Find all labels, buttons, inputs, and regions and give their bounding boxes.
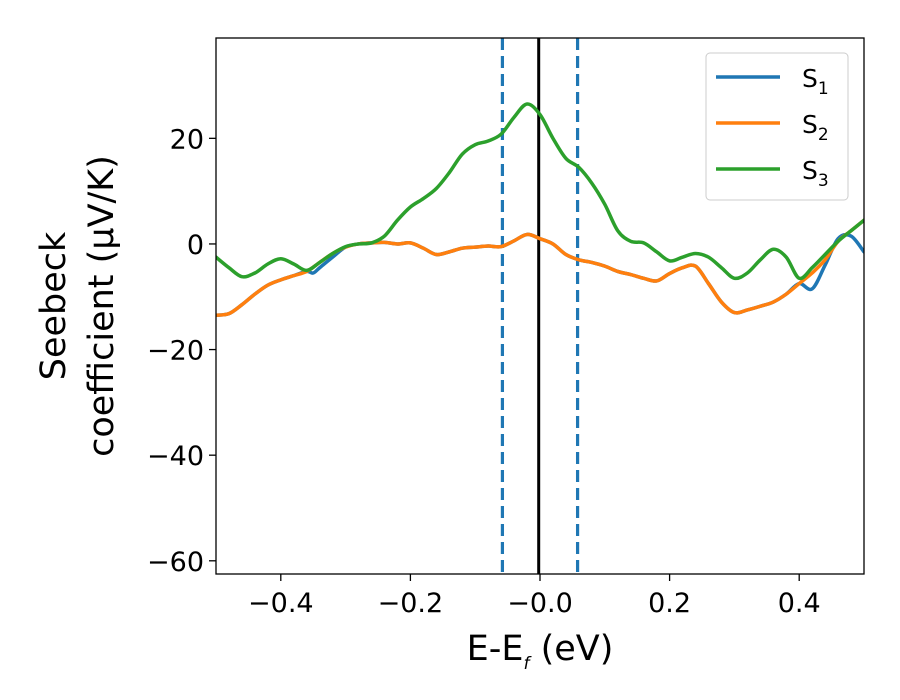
x-axis-title-main: E-E — [467, 629, 524, 669]
x-axis-title-unit: (eV) — [529, 629, 613, 669]
legend-label-main: S — [802, 64, 818, 93]
y-tick-label: 0 — [187, 230, 204, 261]
y-axis-title-line2: coefficient (μV/K) — [82, 155, 122, 457]
legend-label-sub: 3 — [818, 171, 829, 191]
x-axis: −0.4 −0.2 −0.0 0.2 0.4 — [248, 574, 821, 619]
reference-lines — [500, 38, 580, 574]
x-axis-title: E-Ef (eV) — [467, 629, 614, 674]
x-tick-label: −0.4 — [248, 588, 314, 619]
y-axis: −60 −40 −20 0 20 — [147, 124, 216, 578]
x-tick-label: 0.2 — [648, 588, 691, 619]
legend-label-sub: 1 — [818, 79, 829, 99]
x-tick-label: 0.4 — [778, 588, 821, 619]
x-tick-label: −0.0 — [507, 588, 573, 619]
series-line-s3 — [216, 102, 864, 281]
series-lines — [216, 102, 864, 317]
x-axis-title-sub: f — [523, 654, 532, 674]
legend-label-s1: S1 — [802, 64, 829, 99]
y-tick-label: −60 — [147, 547, 204, 578]
y-axis-title-line1: Seebeck — [34, 231, 74, 380]
legend-label-s2: S2 — [802, 110, 829, 145]
x-tick-label: −0.2 — [378, 588, 444, 619]
y-tick-label: 20 — [170, 124, 204, 155]
legend-label-s3: S3 — [802, 156, 829, 191]
legend-label-main: S — [802, 156, 818, 185]
legend-box — [705, 52, 849, 201]
legend-label-main: S — [802, 110, 818, 139]
y-tick-label: −40 — [147, 441, 204, 472]
y-tick-label: −20 — [147, 336, 204, 367]
legend-label-sub: 2 — [818, 125, 829, 145]
